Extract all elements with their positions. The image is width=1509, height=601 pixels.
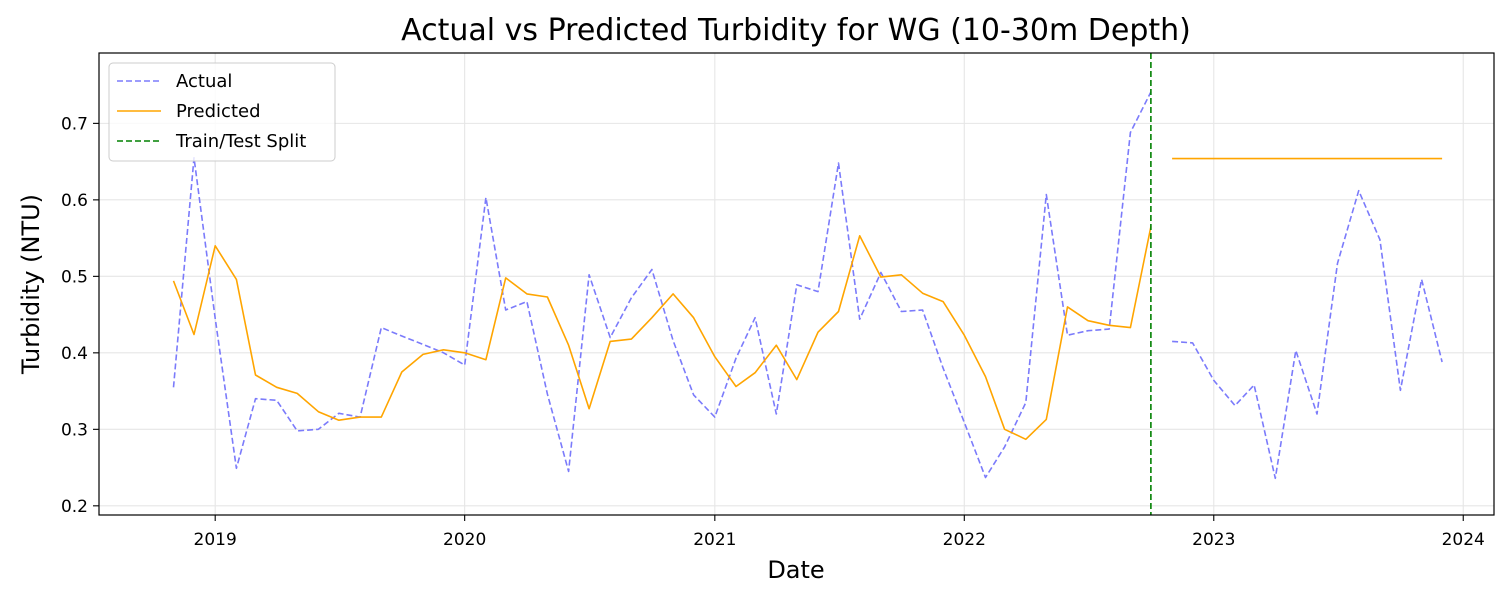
legend-box: [108, 62, 336, 162]
chart-title: Actual vs Predicted Turbidity for WG (10…: [401, 13, 1191, 48]
x-axis-label: Date: [767, 556, 824, 584]
y-tick-label: 0.7: [61, 114, 88, 134]
grid: [99, 53, 1494, 515]
x-tick-label: 2022: [943, 530, 986, 550]
y-tick-label: 0.3: [61, 420, 88, 440]
x-tick-label: 2019: [194, 530, 237, 550]
series-line-actual: [172, 91, 1152, 479]
legend-label-predicted: Predicted: [176, 101, 261, 122]
y-tick-label: 0.5: [61, 267, 88, 287]
plot-frame: [98, 52, 1495, 516]
legend-label-split: Train/Test Split: [175, 131, 306, 152]
y-tick-label: 0.6: [61, 191, 88, 211]
x-tick-label: 2020: [443, 530, 486, 550]
series-line-actual: [1172, 189, 1443, 480]
x-tick-label: 2024: [1442, 530, 1485, 550]
x-tick-label: 2021: [693, 530, 736, 550]
legend-label-actual: Actual: [176, 71, 232, 92]
series-layer: [172, 91, 1443, 480]
legend: Actual Predicted Train/Test Split: [108, 62, 336, 162]
x-tick-label: 2023: [1192, 530, 1235, 550]
series-line-predicted: [172, 226, 1152, 441]
y-ticks: 0.2 0.3 0.4 0.5 0.6 0.7: [61, 114, 99, 517]
y-axis-label: Turbidity (NTU): [17, 194, 45, 375]
y-tick-label: 0.4: [61, 344, 88, 364]
y-tick-label: 0.2: [61, 497, 88, 517]
x-ticks: 2019 2020 2021 2022 2023 2024: [194, 515, 1485, 550]
